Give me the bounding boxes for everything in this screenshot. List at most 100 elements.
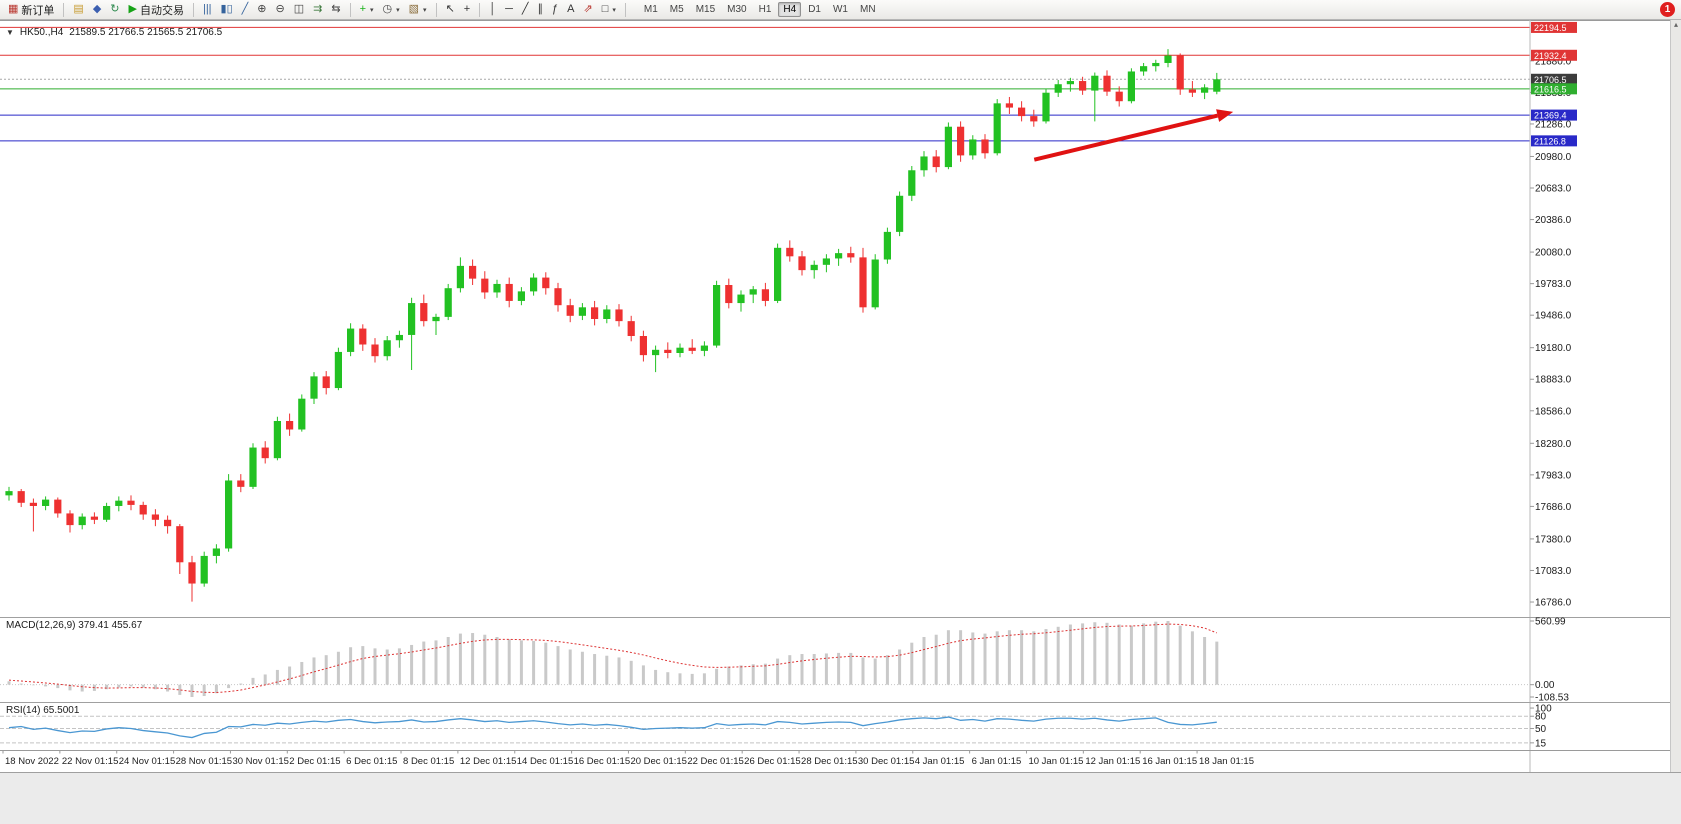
chart-shift-button[interactable]: ⇆: [327, 1, 344, 18]
timeframe-d1-button[interactable]: D1: [808, 4, 821, 15]
candle: [944, 122, 952, 170]
candle: [1103, 70, 1111, 96]
candle: [749, 286, 757, 304]
candle: [517, 287, 525, 306]
time-axis-label: 30 Nov 01:15: [232, 756, 289, 767]
refresh-button[interactable]: ↻: [106, 1, 123, 18]
price-tick-label: 21880.0: [1535, 56, 1572, 67]
horizontal-line-button[interactable]: ─: [501, 1, 517, 18]
dropdown-arrow-icon[interactable]: ▾: [612, 6, 616, 14]
candle: [737, 290, 745, 312]
candle: [1054, 79, 1062, 97]
notification-badge[interactable]: 1: [1660, 2, 1675, 17]
trendline-button[interactable]: ╱: [518, 1, 533, 18]
toolbar-separator: [349, 2, 351, 17]
zoom-in-button[interactable]: ⊕: [253, 1, 270, 18]
new-order-button[interactable]: ▦ 新订单: [4, 1, 58, 18]
timeframe-m1-button[interactable]: M1: [643, 4, 658, 15]
autotrading-icon: ▶: [128, 3, 137, 15]
periods-button[interactable]: ◷ ▾: [379, 1, 404, 18]
arrows-icon: ⇗: [583, 3, 593, 15]
zoom-out-button[interactable]: ⊖: [272, 1, 289, 18]
dropdown-arrow-icon[interactable]: ▾: [396, 6, 400, 14]
indicators-icon: +: [359, 3, 366, 15]
time-axis-label: 12 Jan 01:15: [1085, 756, 1140, 767]
macd-axis-label: 560.99: [1535, 617, 1566, 628]
channel-icon: ∥: [537, 3, 544, 15]
price-tick-label: 21286.0: [1535, 119, 1572, 130]
tile-windows-icon: ◫: [293, 3, 305, 15]
macd-indicator-label[interactable]: MACD(12,26,9) 379.41 455.67: [6, 620, 143, 631]
candle: [993, 99, 1001, 156]
price-tick-label: 18586.0: [1535, 406, 1572, 417]
price-tick-label: 17686.0: [1535, 502, 1572, 513]
candle: [176, 524, 184, 574]
time-axis-label: 12 Dec 01:15: [460, 756, 517, 767]
auto-scroll-button[interactable]: ⇉: [309, 1, 326, 18]
price-tag-21369.4: 21369.4: [1531, 109, 1577, 121]
channel-button[interactable]: ∥: [534, 1, 548, 18]
candle: [835, 248, 843, 266]
candle: [664, 342, 672, 359]
price-tag-21932.4: 21932.4: [1531, 49, 1577, 61]
candle: [1164, 49, 1172, 68]
candle: [408, 297, 416, 370]
dropdown-arrow-icon[interactable]: ▾: [370, 6, 374, 14]
candle: [798, 251, 806, 276]
bar-chart-button[interactable]: |||: [199, 1, 216, 18]
price-tick-label: 16786.0: [1535, 598, 1572, 609]
toolbar-group: ||| ▮▯ ╱ ⊕ ⊖ ◫ ⇉ ⇆: [199, 1, 345, 18]
candle: [200, 551, 208, 587]
candle: [17, 488, 25, 508]
candle: [1005, 96, 1013, 114]
charts-button[interactable]: ▤: [69, 1, 87, 18]
svg-text:21126.8: 21126.8: [1534, 136, 1566, 146]
shapes-button[interactable]: □ ▾: [598, 1, 620, 18]
navigator-button[interactable]: ◆: [89, 1, 105, 18]
rsi-indicator-label[interactable]: RSI(14) 65.5001: [6, 705, 80, 716]
line-chart-button[interactable]: ╱: [238, 1, 253, 18]
bar-chart-icon: |||: [202, 3, 212, 15]
timeframe-m30-button[interactable]: M30: [727, 4, 747, 15]
dropdown-arrow-icon[interactable]: ▾: [423, 6, 427, 14]
autotrading-button[interactable]: ▶ 自动交易: [125, 1, 188, 18]
scrollbar-up-icon[interactable]: ▴: [1673, 20, 1678, 29]
candle: [969, 135, 977, 160]
candle: [908, 166, 916, 202]
toolbar-separator: [63, 2, 65, 17]
arrows-button[interactable]: ⇗: [579, 1, 596, 18]
templates-button[interactable]: ▧ ▾: [405, 1, 431, 18]
collapse-chart-icon[interactable]: ▼: [6, 28, 14, 37]
candle: [225, 474, 233, 552]
toolbar-separator: [479, 2, 481, 17]
timeframe-h1-button[interactable]: H1: [758, 4, 772, 15]
timeframe-m5-button[interactable]: M5: [669, 4, 684, 15]
crosshair-button[interactable]: +: [460, 1, 474, 18]
candle: [1152, 59, 1160, 72]
vertical-scrollbar[interactable]: ▴: [1670, 20, 1681, 772]
trend-arrow-annotation[interactable]: [1033, 109, 1234, 162]
timeframe-w1-button[interactable]: W1: [832, 4, 848, 15]
text-button[interactable]: A: [563, 1, 578, 18]
candlestick-chart-button[interactable]: ▮▯: [217, 1, 237, 18]
fibonacci-button[interactable]: ƒ: [548, 1, 562, 18]
svg-text:21932.4: 21932.4: [1534, 51, 1567, 61]
candle: [1042, 88, 1050, 124]
vertical-line-button[interactable]: │: [485, 1, 500, 18]
timeframe-mn-button[interactable]: MN: [859, 4, 876, 15]
chart-canvas[interactable]: 21880.021583.021286.020980.020683.020386…: [0, 20, 1681, 824]
cursor-button[interactable]: ↖: [442, 1, 459, 18]
indicators-button[interactable]: + ▾: [356, 1, 378, 18]
timeframe-m15-button[interactable]: M15: [695, 4, 716, 15]
price-tick-label: 19180.0: [1535, 343, 1572, 354]
candle: [359, 324, 367, 351]
fibonacci-icon: ƒ: [552, 3, 559, 15]
candle: [151, 509, 159, 527]
candle: [1201, 84, 1209, 100]
time-axis-label: 18 Jan 01:15: [1199, 756, 1254, 767]
shapes-icon: □: [601, 3, 609, 15]
candle: [505, 277, 513, 308]
tile-windows-button[interactable]: ◫: [290, 1, 308, 18]
timeframe-h4-button[interactable]: H4: [778, 2, 802, 17]
candle: [469, 259, 477, 286]
